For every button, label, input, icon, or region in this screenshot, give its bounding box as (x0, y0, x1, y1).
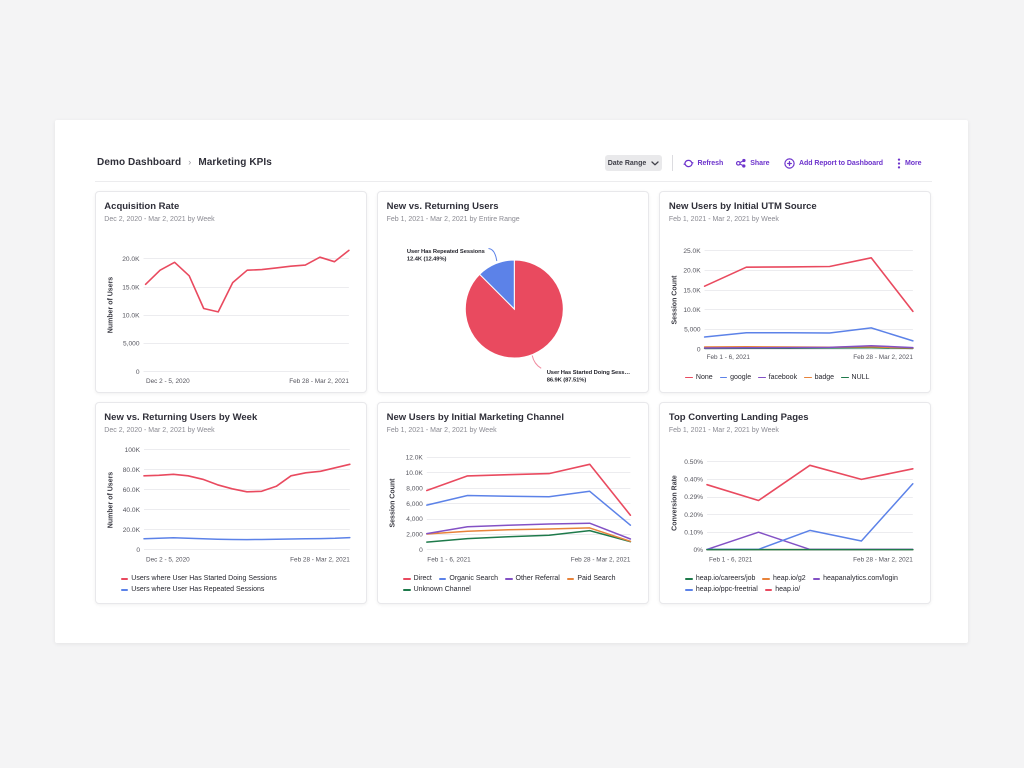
svg-text:Feb 28 - Mar 2, 2021: Feb 28 - Mar 2, 2021 (853, 354, 913, 361)
svg-text:15.0K: 15.0K (683, 287, 701, 294)
svg-text:25.0K: 25.0K (683, 248, 701, 255)
svg-text:10.0K: 10.0K (405, 470, 423, 477)
svg-text:10.0K: 10.0K (683, 307, 701, 314)
svg-text:Conversion Rate: Conversion Rate (672, 475, 679, 531)
svg-text:20.0K: 20.0K (122, 256, 140, 263)
svg-text:Feb 28 - Mar 2, 2021: Feb 28 - Mar 2, 2021 (571, 557, 631, 564)
svg-text:Feb 1 - 6, 2021: Feb 1 - 6, 2021 (709, 557, 753, 564)
svg-text:Feb 28 - Mar 2, 2021: Feb 28 - Mar 2, 2021 (290, 557, 350, 564)
svg-text:0: 0 (135, 369, 139, 376)
svg-text:12.4K (12.49%): 12.4K (12.49%) (407, 257, 447, 263)
svg-text:20.0K: 20.0K (683, 268, 701, 275)
svg-text:80.0K: 80.0K (122, 467, 140, 474)
svg-text:Number of Users: Number of Users (107, 277, 114, 334)
svg-text:Session Count: Session Count (672, 275, 679, 325)
svg-text:User Has Started Doing Sess…: User Has Started Doing Sess… (546, 370, 630, 376)
svg-text:Session Count: Session Count (389, 478, 396, 528)
svg-text:8,000: 8,000 (406, 486, 423, 493)
svg-text:0.50%: 0.50% (684, 459, 703, 466)
svg-text:5,000: 5,000 (122, 341, 139, 348)
svg-text:4,000: 4,000 (406, 516, 423, 523)
svg-text:0: 0 (419, 547, 423, 554)
svg-text:0: 0 (697, 346, 701, 353)
svg-text:Number of Users: Number of Users (107, 472, 114, 529)
svg-text:0.20%: 0.20% (684, 512, 703, 519)
svg-text:0.40%: 0.40% (684, 477, 703, 484)
svg-text:86.9K (87.51%): 86.9K (87.51%) (546, 377, 586, 383)
svg-text:2,000: 2,000 (406, 532, 423, 539)
svg-text:15.0K: 15.0K (122, 284, 140, 291)
svg-text:User Has Repeated Sessions: User Has Repeated Sessions (407, 249, 485, 255)
svg-text:Feb 28 - Mar 2, 2021: Feb 28 - Mar 2, 2021 (853, 557, 913, 564)
svg-text:6,000: 6,000 (406, 501, 423, 508)
svg-text:0%: 0% (694, 547, 704, 554)
svg-text:Feb 1 - 6, 2021: Feb 1 - 6, 2021 (707, 354, 751, 361)
svg-text:0.29%: 0.29% (684, 494, 703, 501)
svg-text:Feb 1 - 6, 2021: Feb 1 - 6, 2021 (427, 557, 471, 564)
svg-text:10.0K: 10.0K (122, 313, 140, 320)
svg-text:12.0K: 12.0K (405, 455, 423, 462)
svg-text:Dec 2 - 5, 2020: Dec 2 - 5, 2020 (146, 378, 190, 385)
svg-text:100K: 100K (124, 447, 140, 454)
svg-text:Dec 2 - 5, 2020: Dec 2 - 5, 2020 (146, 557, 190, 564)
svg-text:40.0K: 40.0K (122, 507, 140, 514)
svg-text:0: 0 (136, 547, 140, 554)
svg-text:5,000: 5,000 (684, 327, 701, 334)
svg-text:60.0K: 60.0K (122, 487, 140, 494)
svg-text:20.0K: 20.0K (122, 527, 140, 534)
svg-text:0.10%: 0.10% (684, 530, 703, 537)
svg-text:Feb 28 - Mar 2, 2021: Feb 28 - Mar 2, 2021 (289, 378, 349, 385)
